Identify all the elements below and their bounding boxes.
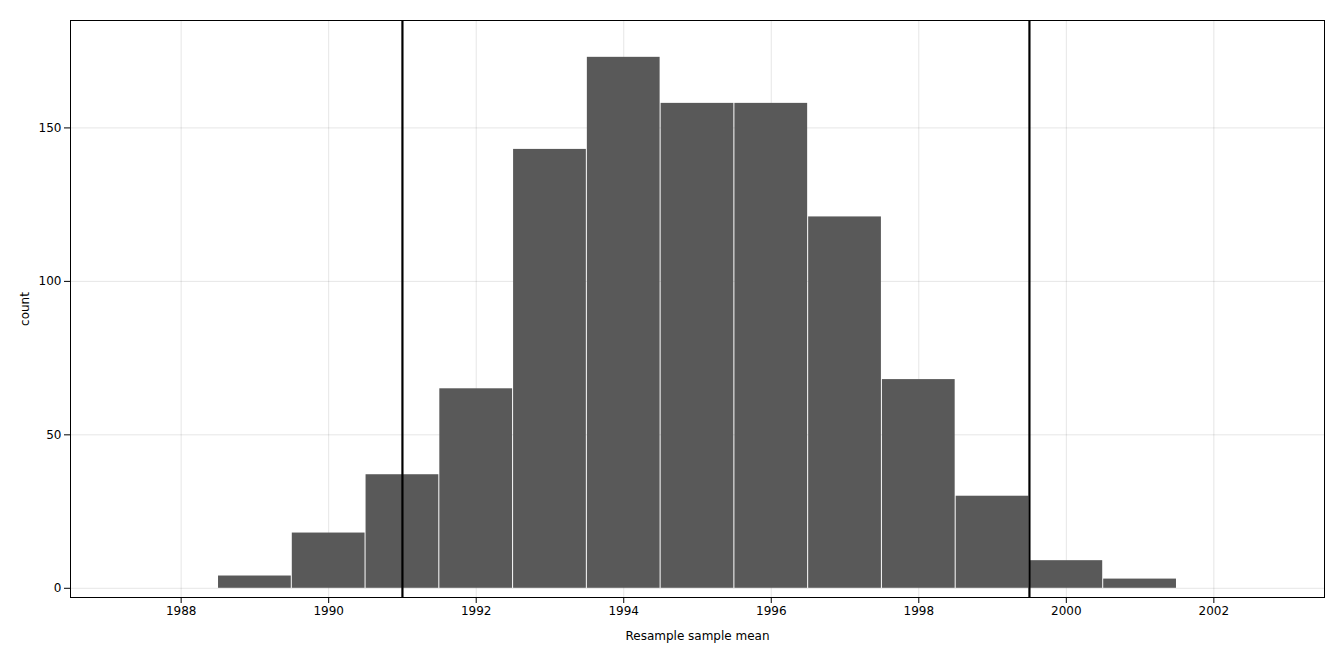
svg-text:1992: 1992 [461, 604, 492, 618]
svg-text:1994: 1994 [608, 604, 639, 618]
svg-text:1996: 1996 [756, 604, 787, 618]
svg-text:count: count [18, 292, 32, 326]
svg-text:150: 150 [39, 121, 62, 135]
svg-text:1990: 1990 [313, 604, 344, 618]
svg-text:1988: 1988 [166, 604, 197, 618]
svg-text:0: 0 [54, 581, 62, 595]
svg-text:50: 50 [46, 428, 61, 442]
svg-text:2000: 2000 [1051, 604, 1082, 618]
svg-text:2002: 2002 [1199, 604, 1230, 618]
svg-text:Resample sample mean: Resample sample mean [625, 629, 769, 643]
svg-text:100: 100 [39, 274, 62, 288]
svg-text:1998: 1998 [904, 604, 935, 618]
